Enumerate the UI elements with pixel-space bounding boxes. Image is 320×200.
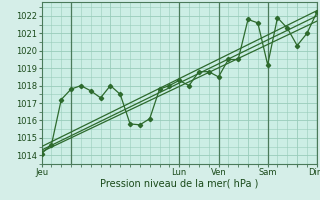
X-axis label: Pression niveau de la mer( hPa ): Pression niveau de la mer( hPa ) [100,179,258,189]
